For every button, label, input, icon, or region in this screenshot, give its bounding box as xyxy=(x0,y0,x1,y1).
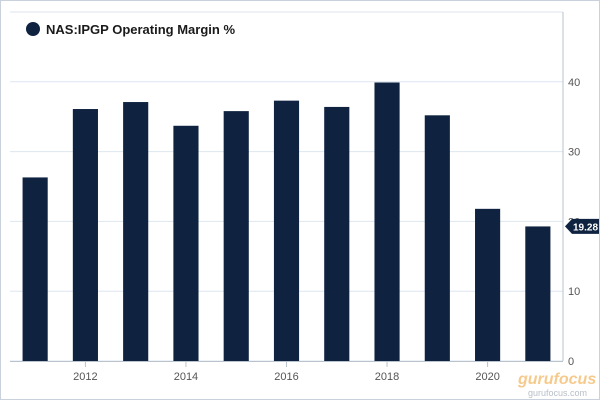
last-value-tag: 19.28 xyxy=(565,218,599,234)
bar[interactable] xyxy=(374,82,400,362)
x-tick-label: 2016 xyxy=(274,371,298,383)
bars xyxy=(22,82,551,362)
bar[interactable] xyxy=(424,115,450,361)
x-tick-label: 2020 xyxy=(475,371,499,383)
bar[interactable] xyxy=(72,109,98,361)
watermark-logo: gurufocus xyxy=(517,371,596,388)
watermark-brand: gurufocus xyxy=(517,371,596,388)
y-tick-label: 40 xyxy=(568,77,580,89)
bar[interactable] xyxy=(123,102,149,362)
x-tick-label: 2014 xyxy=(174,371,198,383)
bar[interactable] xyxy=(324,106,350,361)
last-value-label: 19.28 xyxy=(573,222,598,233)
legend-marker-icon xyxy=(26,22,40,36)
bar[interactable] xyxy=(273,100,300,362)
y-tick-label: 10 xyxy=(568,286,580,298)
last-value-badge xyxy=(565,218,599,234)
legend-label: NAS:IPGP Operating Margin % xyxy=(46,22,235,37)
x-tick-label: 2018 xyxy=(375,371,399,383)
bar[interactable] xyxy=(22,177,48,361)
bar[interactable] xyxy=(525,226,551,361)
gurufocus-watermark: gurufocus gurufocus.com xyxy=(517,371,596,398)
y-tick-label: 30 xyxy=(568,147,580,159)
bar[interactable] xyxy=(475,208,501,361)
x-axis: 2012 2014 2016 2018 2020 xyxy=(10,361,563,383)
bar[interactable] xyxy=(173,125,199,361)
bar[interactable] xyxy=(223,111,249,361)
legend[interactable]: NAS:IPGP Operating Margin % xyxy=(26,22,235,37)
watermark-url: gurufocus.com xyxy=(528,388,587,398)
x-tick-label: 2012 xyxy=(73,371,97,383)
y-tick-label: 0 xyxy=(568,356,574,368)
